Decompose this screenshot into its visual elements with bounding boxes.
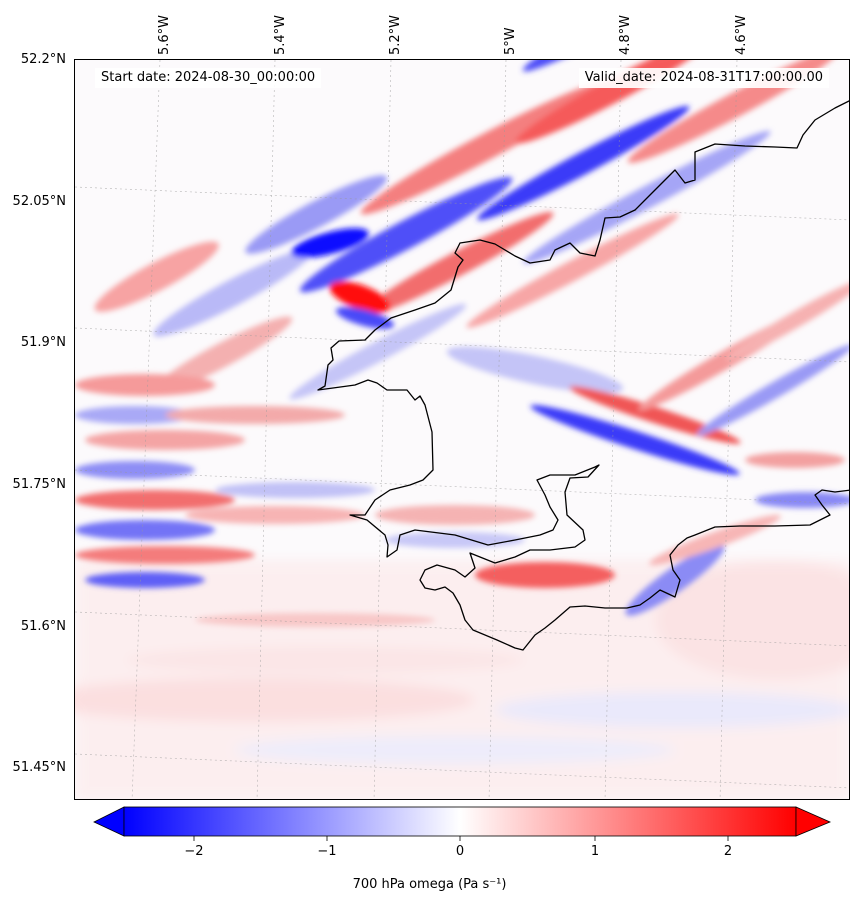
start-date-label: Start date: 2024-08-30_00:00:00 bbox=[95, 68, 322, 88]
colorbar-tick-2: 2 bbox=[723, 844, 733, 859]
coastline bbox=[317, 100, 849, 651]
lon-label-5.2w: 5.2°W bbox=[388, 14, 403, 55]
graticule bbox=[75, 60, 849, 799]
omega-wave-bands bbox=[75, 60, 849, 627]
colorbar-max-extend bbox=[795, 806, 832, 837]
lat-label-51.45n: 51.45°N bbox=[12, 760, 66, 775]
lon-label-5.6w: 5.6°W bbox=[157, 14, 172, 55]
omega-weak-field bbox=[75, 560, 849, 799]
lat-label-51.75n: 51.75°N bbox=[12, 477, 66, 492]
lat-label-52.2n: 52.2°N bbox=[20, 52, 66, 67]
lat-label-51.9n: 51.9°N bbox=[20, 335, 66, 350]
lon-label-5w: 5°W bbox=[503, 27, 518, 55]
colorbar-tick-1: 1 bbox=[590, 844, 600, 859]
colorbar-label: 700 hPa omega (Pa s⁻¹) bbox=[352, 877, 507, 892]
map-panel[interactable] bbox=[74, 59, 850, 800]
colorbar-tick-neg2: −2 bbox=[184, 844, 204, 859]
lat-label-52.05n: 52.05°N bbox=[12, 194, 66, 209]
colorbar-tick-0: 0 bbox=[455, 844, 465, 859]
colorbar-tick-neg1: −1 bbox=[317, 844, 337, 859]
colorbar-min-extend bbox=[93, 806, 125, 837]
omega-field-map bbox=[75, 60, 849, 799]
lon-label-4.6w: 4.6°W bbox=[734, 14, 749, 55]
colorbar-body bbox=[123, 806, 797, 837]
colorbar bbox=[93, 806, 832, 841]
lat-label-51.6n: 51.6°N bbox=[20, 619, 66, 634]
lon-label-4.8w: 4.8°W bbox=[618, 14, 633, 55]
lon-label-5.4w: 5.4°W bbox=[273, 14, 288, 55]
valid-date-label: Valid_date: 2024-08-31T17:00:00.00 bbox=[578, 68, 829, 88]
